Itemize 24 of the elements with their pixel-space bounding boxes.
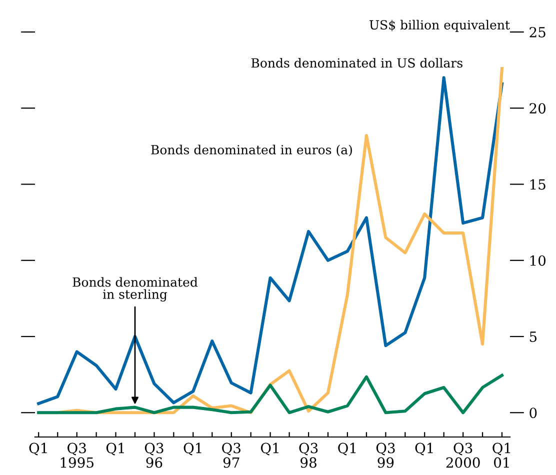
x-tick-label: Q1 (106, 442, 124, 456)
y-tick-label: 0 (530, 408, 537, 418)
text: Bonds denominated in sterling (72, 277, 198, 302)
x-tick-label: Q1 (260, 442, 278, 456)
x-tick-label: Q1 01 (492, 442, 510, 468)
y-tick-label: 20 (530, 103, 546, 114)
series-label: Bonds denominated in US dollars (251, 58, 462, 68)
x-tick-label: Q3 98 (299, 442, 318, 468)
y-tick-label: 15 (530, 179, 546, 190)
line-series (37, 374, 504, 414)
x-tick-label: Q3 99 (376, 442, 395, 468)
x-tick-label: Q1 (29, 442, 47, 456)
x-tick-label: Q3 96 (144, 442, 164, 468)
y-tick-label: 10 (530, 255, 546, 266)
x-tick-label: Q1 (415, 442, 433, 456)
x-tick-label: Q1 (184, 442, 202, 456)
x-tick-label: Q3 97 (222, 442, 240, 468)
x-tick-label: Q3 2000 (446, 442, 480, 468)
x-tick-label: Q3 1995 (60, 442, 94, 468)
series-label: Bonds denominated in euros (a) (151, 144, 352, 156)
y-tick-label: 25 (530, 26, 546, 38)
x-tick-label: Q1 (338, 442, 356, 456)
y-axis-title: US$ billion equivalent (370, 20, 510, 32)
y-tick-label: 5 (530, 332, 537, 342)
